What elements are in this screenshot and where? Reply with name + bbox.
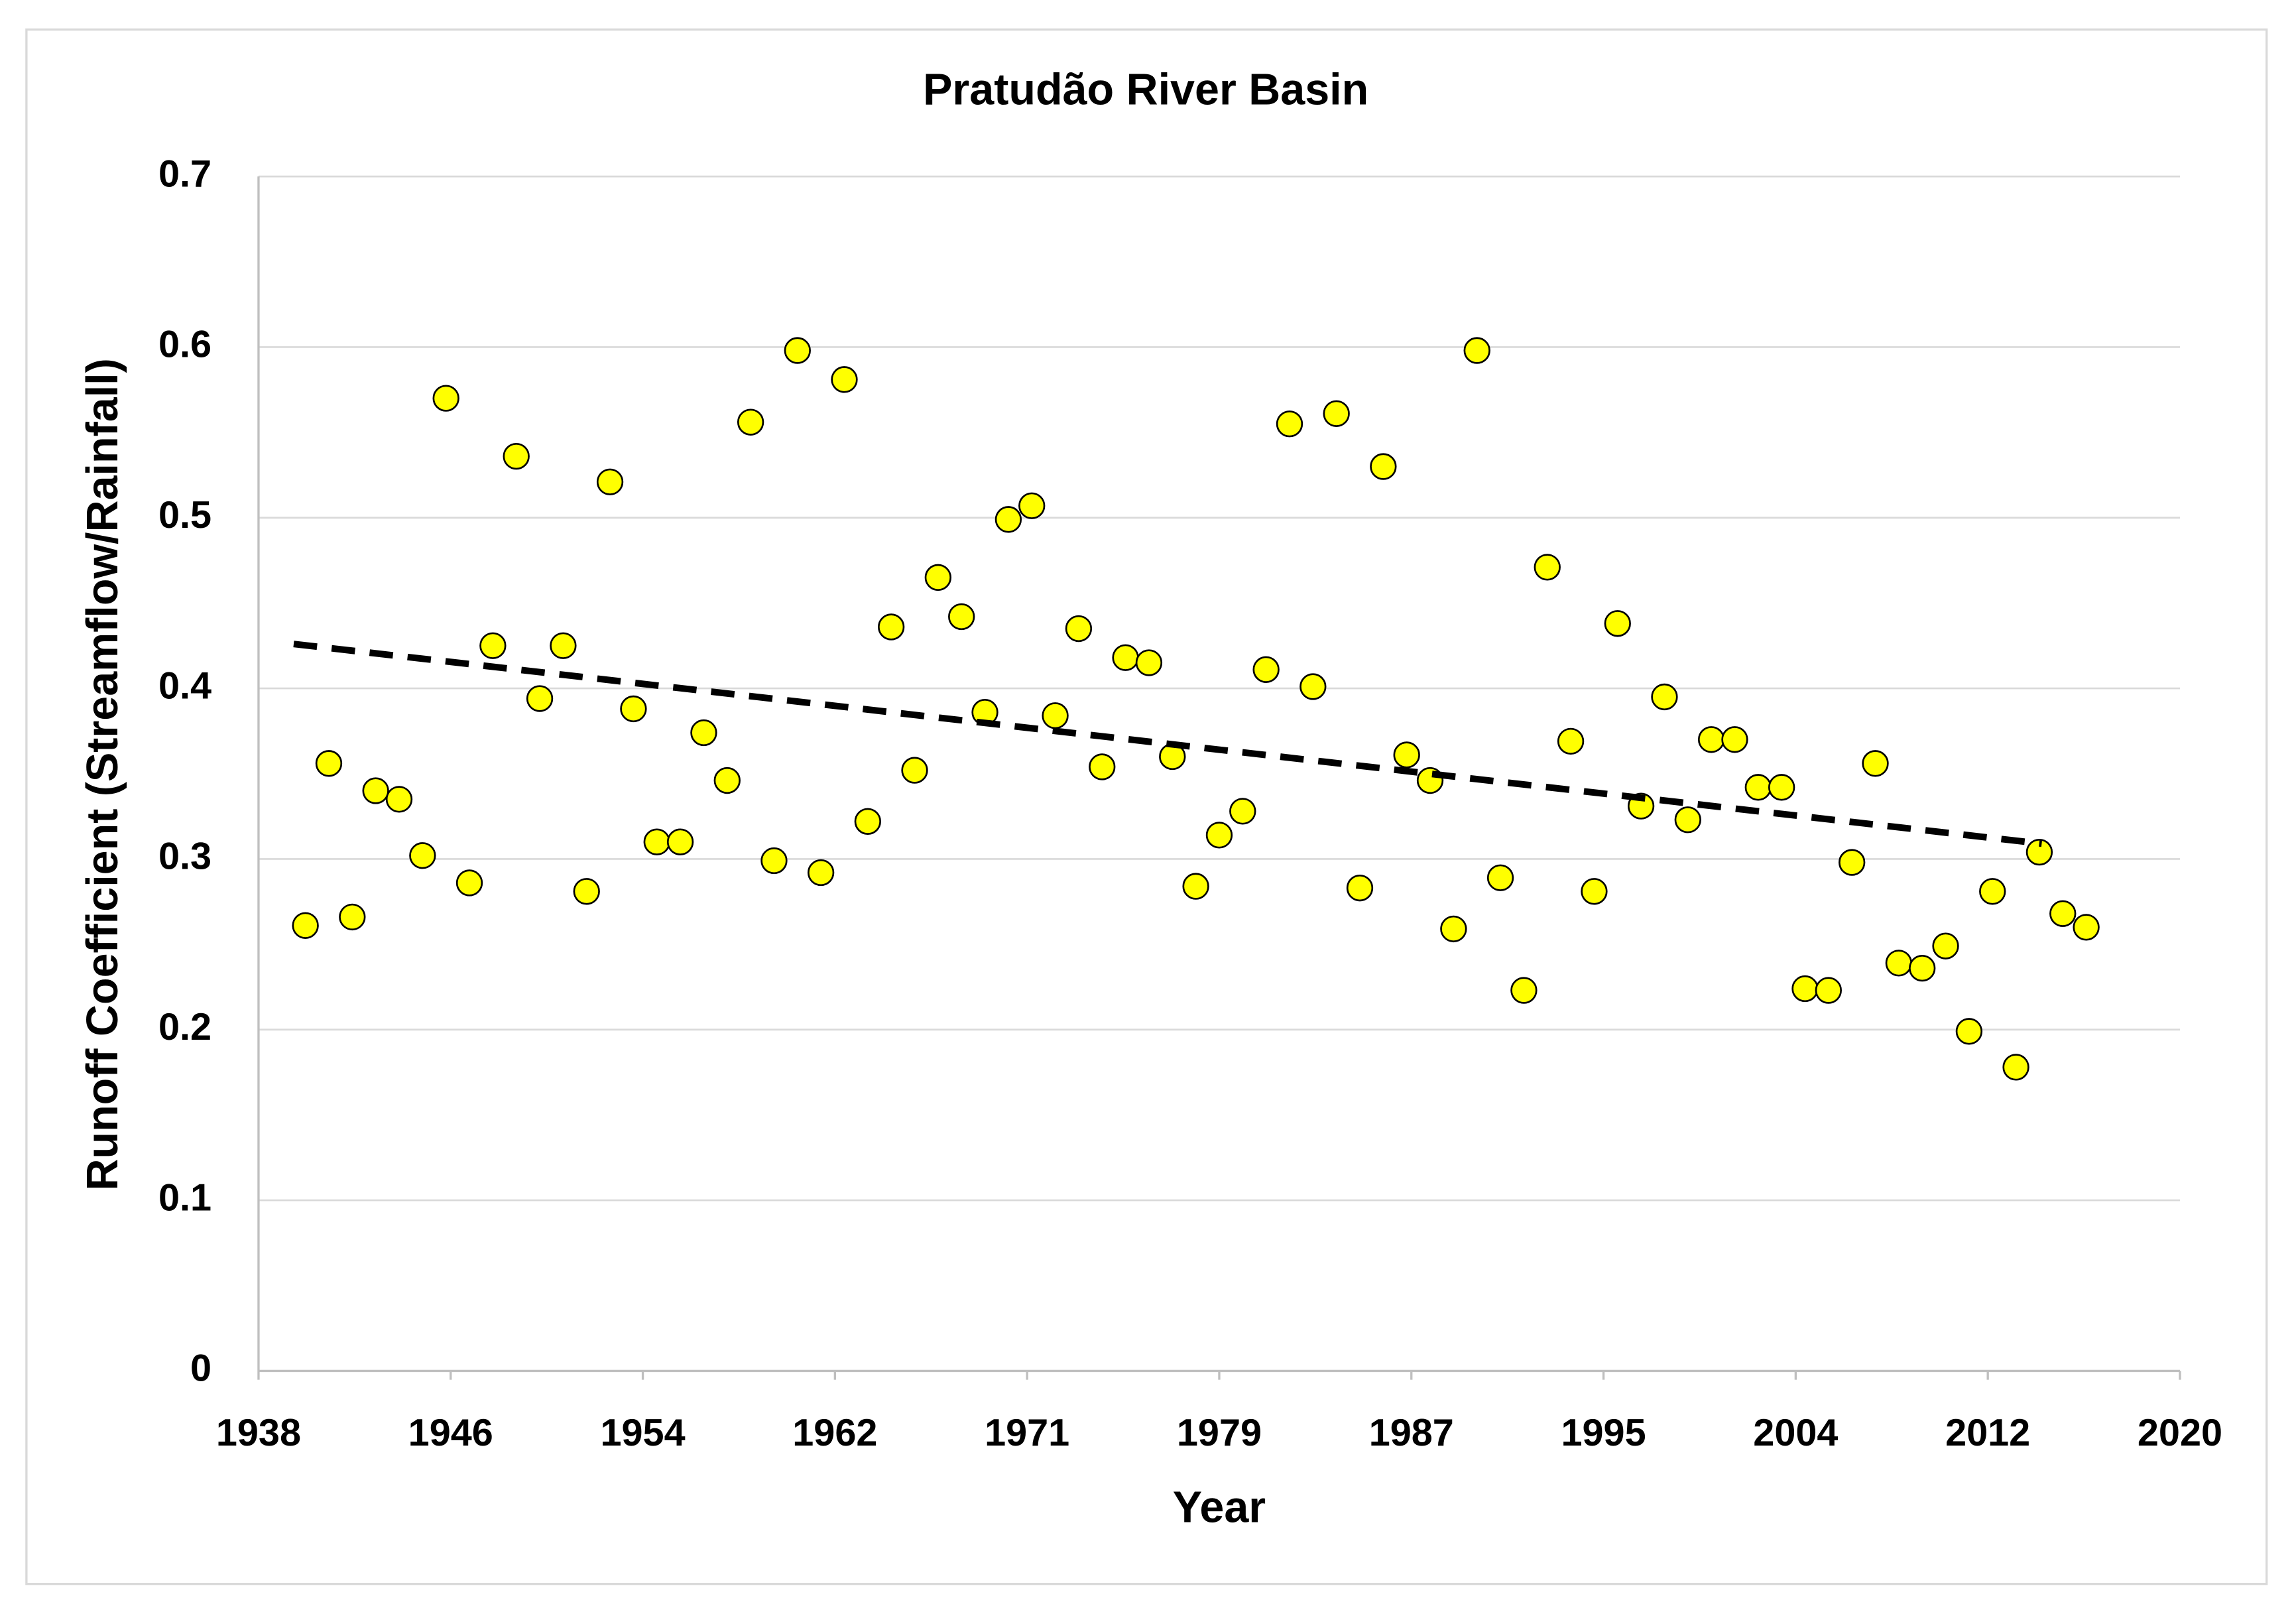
point (948, 603, 975, 631)
point (807, 859, 835, 887)
point (1862, 750, 1889, 777)
point (690, 719, 717, 747)
point (362, 777, 389, 804)
point (1581, 878, 1608, 905)
point (315, 750, 343, 777)
point (2073, 914, 2100, 941)
point (292, 912, 319, 939)
chart-title: Pratudão River Basin (923, 65, 1368, 114)
point (1018, 492, 1046, 519)
x-tick-label: 2020 (2138, 1412, 2222, 1454)
point (1276, 410, 1303, 438)
x-tick-label: 1987 (1369, 1412, 1454, 1454)
x-tick-label: 1954 (600, 1412, 685, 1454)
point (1955, 1018, 1983, 1045)
point (526, 685, 554, 712)
x-tick-label: 1962 (792, 1412, 877, 1454)
y-tick-label: 0.6 (158, 324, 211, 366)
point (1135, 649, 1163, 676)
x-tick-label: 1946 (408, 1412, 493, 1454)
point (479, 632, 507, 659)
point (1323, 400, 1350, 427)
point (1346, 875, 1374, 902)
point (784, 337, 811, 364)
point (596, 468, 624, 495)
point (1042, 702, 1069, 729)
x-tick-label: 2012 (1945, 1412, 2030, 1454)
point (1839, 849, 1866, 876)
point (854, 808, 881, 835)
y-tick-label: 0.3 (158, 836, 211, 878)
point (1651, 683, 1678, 711)
point (1182, 873, 1209, 900)
point (432, 385, 459, 412)
trendline (293, 641, 2043, 847)
point (1674, 806, 1701, 834)
point (503, 442, 530, 470)
point (1932, 932, 1959, 960)
point (339, 903, 366, 931)
point (1791, 975, 1819, 1003)
point (760, 847, 788, 875)
point (1815, 977, 1843, 1004)
x-tick-label: 1979 (1177, 1412, 1262, 1454)
point (878, 613, 905, 641)
point (1604, 610, 1631, 637)
point (1909, 954, 1936, 982)
y-tick-label: 0 (190, 1347, 211, 1390)
point (1557, 727, 1585, 755)
point (1112, 644, 1139, 671)
point (901, 757, 928, 784)
y-tick-label: 0.7 (158, 153, 211, 195)
point (1463, 337, 1490, 364)
point (2002, 1054, 2029, 1081)
point (1229, 798, 1256, 825)
point (1393, 741, 1420, 769)
x-axis-label: Year (1173, 1483, 1266, 1532)
y-tick-label: 0.5 (158, 494, 211, 536)
point (1768, 774, 1795, 801)
point (1721, 726, 1748, 753)
point (1440, 915, 1467, 943)
point (713, 767, 741, 794)
point (1299, 673, 1327, 700)
point (550, 632, 577, 659)
point (1534, 554, 1561, 581)
point (1885, 950, 1913, 977)
x-tick-label: 2004 (1753, 1412, 1838, 1454)
point (2025, 838, 2053, 866)
point (1370, 453, 1397, 480)
point (1252, 656, 1280, 683)
x-tick-label: 1971 (985, 1412, 1069, 1454)
y-tick-label: 0.4 (158, 664, 211, 707)
point (409, 842, 436, 869)
x-tick-label: 1995 (1561, 1412, 1646, 1454)
point (1486, 864, 1514, 891)
y-tick-label: 0.1 (158, 1176, 211, 1219)
point (455, 869, 483, 897)
point (831, 366, 858, 393)
point (1510, 977, 1538, 1004)
point (620, 695, 647, 723)
point (1697, 726, 1725, 753)
point (643, 828, 670, 855)
point (1089, 753, 1116, 780)
x-tick-label: 1938 (216, 1412, 301, 1454)
point (2049, 900, 2077, 927)
point (1065, 615, 1093, 643)
point (1205, 822, 1233, 849)
point (995, 506, 1022, 533)
point (737, 408, 764, 436)
point (573, 878, 600, 905)
point (924, 564, 952, 591)
point (1744, 774, 1772, 801)
point (666, 828, 694, 855)
y-axis-label: Runoff Coefficient (Streamflow/Rainfall) (78, 358, 127, 1190)
point (385, 786, 413, 813)
point (1979, 878, 2006, 905)
y-tick-label: 0.2 (158, 1006, 211, 1048)
chart-border (25, 28, 2268, 1585)
